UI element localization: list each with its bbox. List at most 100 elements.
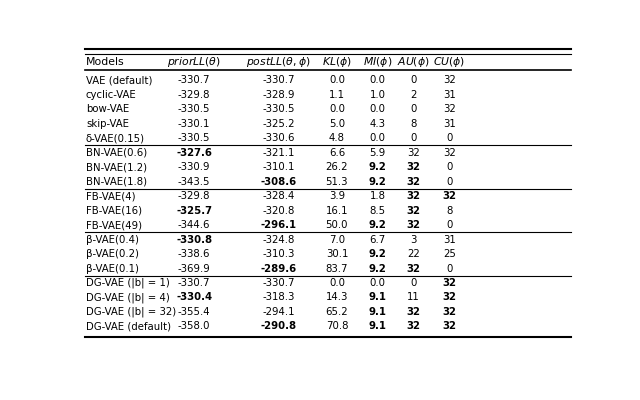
Text: 9.1: 9.1 bbox=[369, 307, 387, 317]
Text: 0.0: 0.0 bbox=[329, 278, 345, 288]
Text: 0: 0 bbox=[446, 177, 452, 187]
Text: 3.9: 3.9 bbox=[329, 191, 345, 201]
Text: 11: 11 bbox=[407, 292, 420, 302]
Text: $postLL(\theta,\phi)$: $postLL(\theta,\phi)$ bbox=[246, 55, 310, 69]
Text: -327.6: -327.6 bbox=[176, 148, 212, 158]
Text: 32: 32 bbox=[442, 278, 456, 288]
Text: -329.8: -329.8 bbox=[178, 191, 211, 201]
Text: 32: 32 bbox=[407, 148, 420, 158]
Text: 1.8: 1.8 bbox=[370, 191, 385, 201]
Text: -369.9: -369.9 bbox=[178, 264, 211, 274]
Text: 0.0: 0.0 bbox=[370, 278, 385, 288]
Text: 0: 0 bbox=[446, 220, 452, 230]
Text: -330.7: -330.7 bbox=[178, 278, 211, 288]
Text: 32: 32 bbox=[406, 220, 420, 230]
Text: $AU(\phi)$: $AU(\phi)$ bbox=[397, 55, 429, 69]
Text: δ-VAE(0.15): δ-VAE(0.15) bbox=[86, 133, 145, 143]
Text: 25: 25 bbox=[443, 249, 456, 259]
Text: -330.5: -330.5 bbox=[262, 104, 294, 114]
Text: -308.6: -308.6 bbox=[260, 177, 296, 187]
Text: -344.6: -344.6 bbox=[178, 220, 211, 230]
Text: -330.6: -330.6 bbox=[262, 133, 294, 143]
Text: 32: 32 bbox=[406, 307, 420, 317]
Text: 4.8: 4.8 bbox=[329, 133, 345, 143]
Text: 31: 31 bbox=[443, 90, 456, 100]
Text: 32: 32 bbox=[443, 148, 456, 158]
Text: -355.4: -355.4 bbox=[178, 307, 211, 317]
Text: 32: 32 bbox=[442, 322, 456, 332]
Text: Models: Models bbox=[86, 57, 125, 67]
Text: -296.1: -296.1 bbox=[260, 220, 296, 230]
Text: 32: 32 bbox=[406, 322, 420, 332]
Text: 22: 22 bbox=[407, 249, 420, 259]
Text: 16.1: 16.1 bbox=[326, 206, 348, 216]
Text: bow-VAE: bow-VAE bbox=[86, 104, 129, 114]
Text: -330.1: -330.1 bbox=[178, 119, 211, 129]
Text: -330.7: -330.7 bbox=[262, 75, 294, 85]
Text: 26.2: 26.2 bbox=[326, 162, 348, 172]
Text: 0: 0 bbox=[410, 75, 417, 85]
Text: FB-VAE(49): FB-VAE(49) bbox=[86, 220, 142, 230]
Text: 0: 0 bbox=[446, 264, 452, 274]
Text: $KL(\phi)$: $KL(\phi)$ bbox=[322, 55, 352, 69]
Text: -289.6: -289.6 bbox=[260, 264, 296, 274]
Text: 65.2: 65.2 bbox=[326, 307, 348, 317]
Text: BN-VAE(1.2): BN-VAE(1.2) bbox=[86, 162, 147, 172]
Text: 14.3: 14.3 bbox=[326, 292, 348, 302]
Text: 0: 0 bbox=[446, 162, 452, 172]
Text: 32: 32 bbox=[406, 264, 420, 274]
Text: 83.7: 83.7 bbox=[326, 264, 348, 274]
Text: 6.7: 6.7 bbox=[369, 234, 386, 244]
Text: 30.1: 30.1 bbox=[326, 249, 348, 259]
Text: -318.3: -318.3 bbox=[262, 292, 294, 302]
Text: FB-VAE(4): FB-VAE(4) bbox=[86, 191, 136, 201]
Text: 8: 8 bbox=[410, 119, 417, 129]
Text: -294.1: -294.1 bbox=[262, 307, 294, 317]
Text: -310.3: -310.3 bbox=[262, 249, 294, 259]
Text: 5.9: 5.9 bbox=[369, 148, 386, 158]
Text: -330.7: -330.7 bbox=[178, 75, 211, 85]
Text: BN-VAE(1.8): BN-VAE(1.8) bbox=[86, 177, 147, 187]
Text: 70.8: 70.8 bbox=[326, 322, 348, 332]
Text: -290.8: -290.8 bbox=[260, 322, 296, 332]
Text: 0.0: 0.0 bbox=[370, 133, 385, 143]
Text: 4.3: 4.3 bbox=[370, 119, 385, 129]
Text: 6.6: 6.6 bbox=[329, 148, 345, 158]
Text: β-VAE(0.4): β-VAE(0.4) bbox=[86, 234, 139, 244]
Text: 51.3: 51.3 bbox=[326, 177, 348, 187]
Text: 32: 32 bbox=[442, 292, 456, 302]
Text: 9.1: 9.1 bbox=[369, 292, 387, 302]
Text: 9.2: 9.2 bbox=[369, 177, 387, 187]
Text: 0: 0 bbox=[410, 278, 417, 288]
Text: skip-VAE: skip-VAE bbox=[86, 119, 129, 129]
Text: 8: 8 bbox=[446, 206, 452, 216]
Text: -330.9: -330.9 bbox=[178, 162, 211, 172]
Text: 1.0: 1.0 bbox=[370, 90, 385, 100]
Text: -320.8: -320.8 bbox=[262, 206, 294, 216]
Text: 0: 0 bbox=[410, 104, 417, 114]
Text: 31: 31 bbox=[443, 119, 456, 129]
Text: 9.2: 9.2 bbox=[369, 220, 387, 230]
Text: -321.1: -321.1 bbox=[262, 148, 294, 158]
Text: -330.5: -330.5 bbox=[178, 104, 211, 114]
Text: 32: 32 bbox=[442, 307, 456, 317]
Text: 32: 32 bbox=[406, 162, 420, 172]
Text: -310.1: -310.1 bbox=[262, 162, 294, 172]
Text: 32: 32 bbox=[406, 177, 420, 187]
Text: $MI(\phi)$: $MI(\phi)$ bbox=[363, 55, 392, 69]
Text: 7.0: 7.0 bbox=[329, 234, 345, 244]
Text: -329.8: -329.8 bbox=[178, 90, 211, 100]
Text: DG-VAE (|b| = 32): DG-VAE (|b| = 32) bbox=[86, 307, 176, 317]
Text: 0.0: 0.0 bbox=[370, 75, 385, 85]
Text: 32: 32 bbox=[442, 191, 456, 201]
Text: 9.2: 9.2 bbox=[369, 264, 387, 274]
Text: cyclic-VAE: cyclic-VAE bbox=[86, 90, 137, 100]
Text: 50.0: 50.0 bbox=[326, 220, 348, 230]
Text: 32: 32 bbox=[443, 104, 456, 114]
Text: 5.0: 5.0 bbox=[329, 119, 345, 129]
Text: DG-VAE (default): DG-VAE (default) bbox=[86, 322, 171, 332]
Text: -330.7: -330.7 bbox=[262, 278, 294, 288]
Text: 0: 0 bbox=[446, 133, 452, 143]
Text: DG-VAE (|b| = 4): DG-VAE (|b| = 4) bbox=[86, 292, 170, 303]
Text: 0: 0 bbox=[410, 133, 417, 143]
